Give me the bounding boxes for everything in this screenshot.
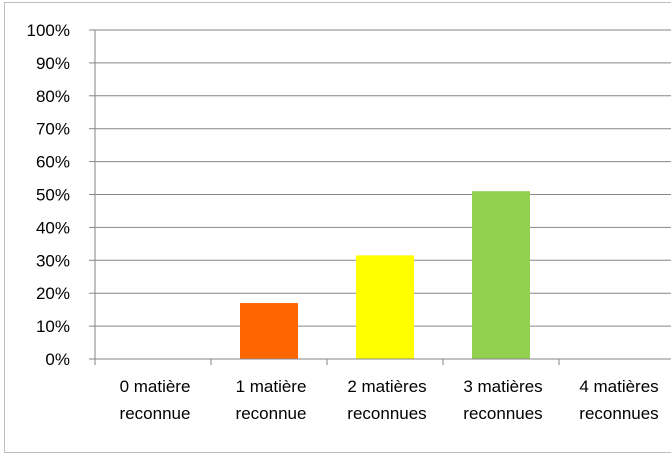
x-category-label: 4 matières <box>579 377 658 396</box>
bars <box>240 191 530 359</box>
y-tick-label: 30% <box>36 251 70 270</box>
x-category-label: 2 matières <box>347 377 426 396</box>
x-category-label: 1 matière <box>236 377 307 396</box>
y-tick-label: 0% <box>45 350 70 369</box>
y-tick-label: 60% <box>36 153 70 172</box>
x-category-label: reconnues <box>579 404 658 423</box>
y-tick-label: 80% <box>36 87 70 106</box>
x-category-label: 3 matières <box>463 377 542 396</box>
x-axis <box>94 30 671 365</box>
y-tick-label: 50% <box>36 186 70 205</box>
y-tick-label: 10% <box>36 317 70 336</box>
bar <box>240 303 298 359</box>
bar <box>472 191 530 359</box>
y-axis-ticks: 0% 10% 20% 30% 40% 50% 60% 70% 80% 90% 100% <box>27 21 95 369</box>
x-category-label: reconnue <box>120 404 191 423</box>
x-axis-labels: 0 matière reconnue 1 matière reconnue 2 mati… <box>120 377 659 423</box>
bar <box>356 255 414 359</box>
y-tick-label: 100% <box>27 21 70 40</box>
x-category-label: reconnues <box>347 404 426 423</box>
y-tick-label: 40% <box>36 218 70 237</box>
x-category-label: reconnue <box>236 404 307 423</box>
x-category-label: 0 matière <box>120 377 191 396</box>
y-tick-label: 90% <box>36 54 70 73</box>
x-category-label: reconnues <box>463 404 542 423</box>
y-tick-label: 70% <box>36 120 70 139</box>
y-tick-label: 20% <box>36 284 70 303</box>
